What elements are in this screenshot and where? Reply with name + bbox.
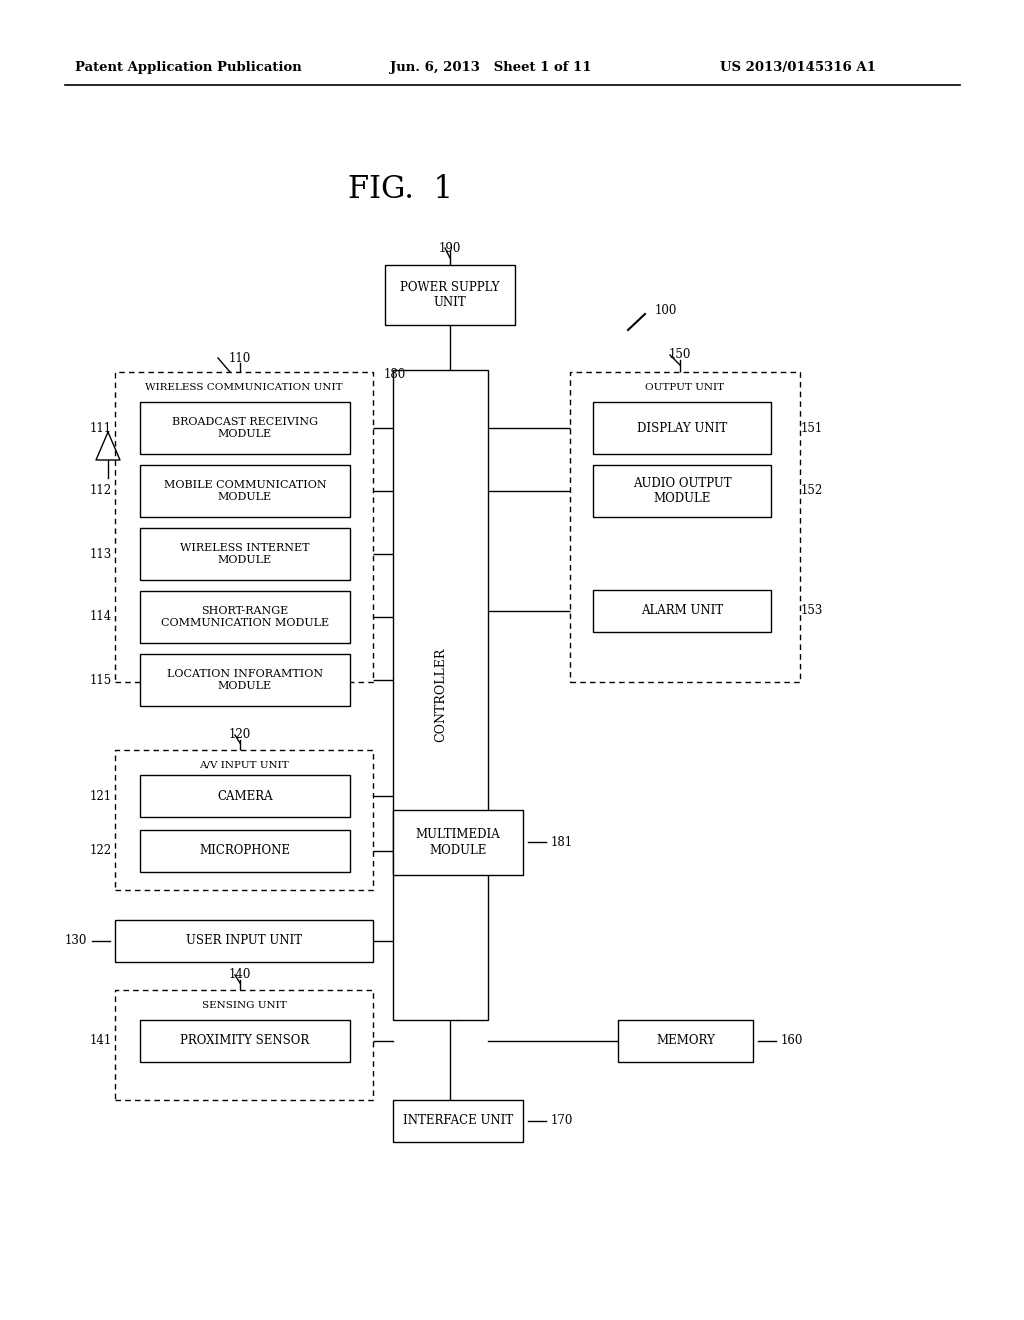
Text: 100: 100 <box>655 304 677 317</box>
Text: Patent Application Publication: Patent Application Publication <box>75 62 302 74</box>
Text: FIG.  1: FIG. 1 <box>347 174 453 206</box>
Text: INTERFACE UNIT: INTERFACE UNIT <box>402 1114 513 1127</box>
Bar <box>140 830 350 873</box>
Text: 181: 181 <box>551 836 573 849</box>
Text: ALARM UNIT: ALARM UNIT <box>641 605 723 618</box>
Text: 130: 130 <box>65 935 87 948</box>
Bar <box>618 1020 753 1063</box>
Text: A/V INPUT UNIT: A/V INPUT UNIT <box>199 760 289 770</box>
Bar <box>115 990 373 1100</box>
Text: WIRELESS COMMUNICATION UNIT: WIRELESS COMMUNICATION UNIT <box>145 383 343 392</box>
Bar <box>593 590 771 632</box>
Text: USER INPUT UNIT: USER INPUT UNIT <box>186 935 302 948</box>
Bar <box>140 775 350 817</box>
Text: 152: 152 <box>801 484 823 498</box>
Bar <box>140 465 350 517</box>
Bar <box>593 403 771 454</box>
Text: SHORT-RANGE
COMMUNICATION MODULE: SHORT-RANGE COMMUNICATION MODULE <box>161 606 329 628</box>
Text: AUDIO OUTPUT
MODULE: AUDIO OUTPUT MODULE <box>633 477 731 506</box>
Text: MICROPHONE: MICROPHONE <box>200 845 291 858</box>
Text: 121: 121 <box>90 789 112 803</box>
Text: 150: 150 <box>669 348 691 362</box>
Text: 151: 151 <box>801 421 823 434</box>
Text: 153: 153 <box>801 605 823 618</box>
Bar <box>385 265 515 325</box>
Text: SENSING UNIT: SENSING UNIT <box>202 1001 287 1010</box>
Text: DISPLAY UNIT: DISPLAY UNIT <box>637 421 727 434</box>
Bar <box>140 653 350 706</box>
Bar <box>393 1100 523 1142</box>
Bar <box>593 465 771 517</box>
Bar <box>570 372 800 682</box>
Text: MOBILE COMMUNICATION
MODULE: MOBILE COMMUNICATION MODULE <box>164 480 327 502</box>
Text: 160: 160 <box>781 1035 804 1048</box>
Text: 115: 115 <box>90 673 112 686</box>
Bar <box>140 403 350 454</box>
Text: 122: 122 <box>90 845 112 858</box>
Text: 113: 113 <box>90 548 112 561</box>
Text: MEMORY: MEMORY <box>656 1035 715 1048</box>
Bar <box>393 370 488 1020</box>
Text: CAMERA: CAMERA <box>217 789 272 803</box>
Text: 170: 170 <box>551 1114 573 1127</box>
Text: 114: 114 <box>90 610 112 623</box>
Text: WIRELESS INTERNET
MODULE: WIRELESS INTERNET MODULE <box>180 544 309 565</box>
Text: POWER SUPPLY
UNIT: POWER SUPPLY UNIT <box>400 281 500 309</box>
Bar <box>140 528 350 579</box>
Text: US 2013/0145316 A1: US 2013/0145316 A1 <box>720 62 876 74</box>
Text: MULTIMEDIA
MODULE: MULTIMEDIA MODULE <box>416 829 501 857</box>
Bar <box>140 591 350 643</box>
Text: 110: 110 <box>229 351 251 364</box>
Bar <box>115 750 373 890</box>
Text: PROXIMITY SENSOR: PROXIMITY SENSOR <box>180 1035 309 1048</box>
Text: LOCATION INFORAMTION
MODULE: LOCATION INFORAMTION MODULE <box>167 669 323 690</box>
Bar <box>115 372 373 682</box>
Text: CONTROLLER: CONTROLLER <box>434 648 447 742</box>
Text: BROADCAST RECEIVING
MODULE: BROADCAST RECEIVING MODULE <box>172 417 318 438</box>
Text: 140: 140 <box>228 969 251 982</box>
Text: 141: 141 <box>90 1035 112 1048</box>
Text: 120: 120 <box>229 729 251 742</box>
Text: 190: 190 <box>439 242 461 255</box>
Text: Jun. 6, 2013   Sheet 1 of 11: Jun. 6, 2013 Sheet 1 of 11 <box>390 62 592 74</box>
Text: OUTPUT UNIT: OUTPUT UNIT <box>645 383 725 392</box>
Bar <box>140 1020 350 1063</box>
Text: 180: 180 <box>384 368 407 381</box>
Text: 112: 112 <box>90 484 112 498</box>
Bar <box>115 920 373 962</box>
Bar <box>393 810 523 875</box>
Text: 111: 111 <box>90 421 112 434</box>
